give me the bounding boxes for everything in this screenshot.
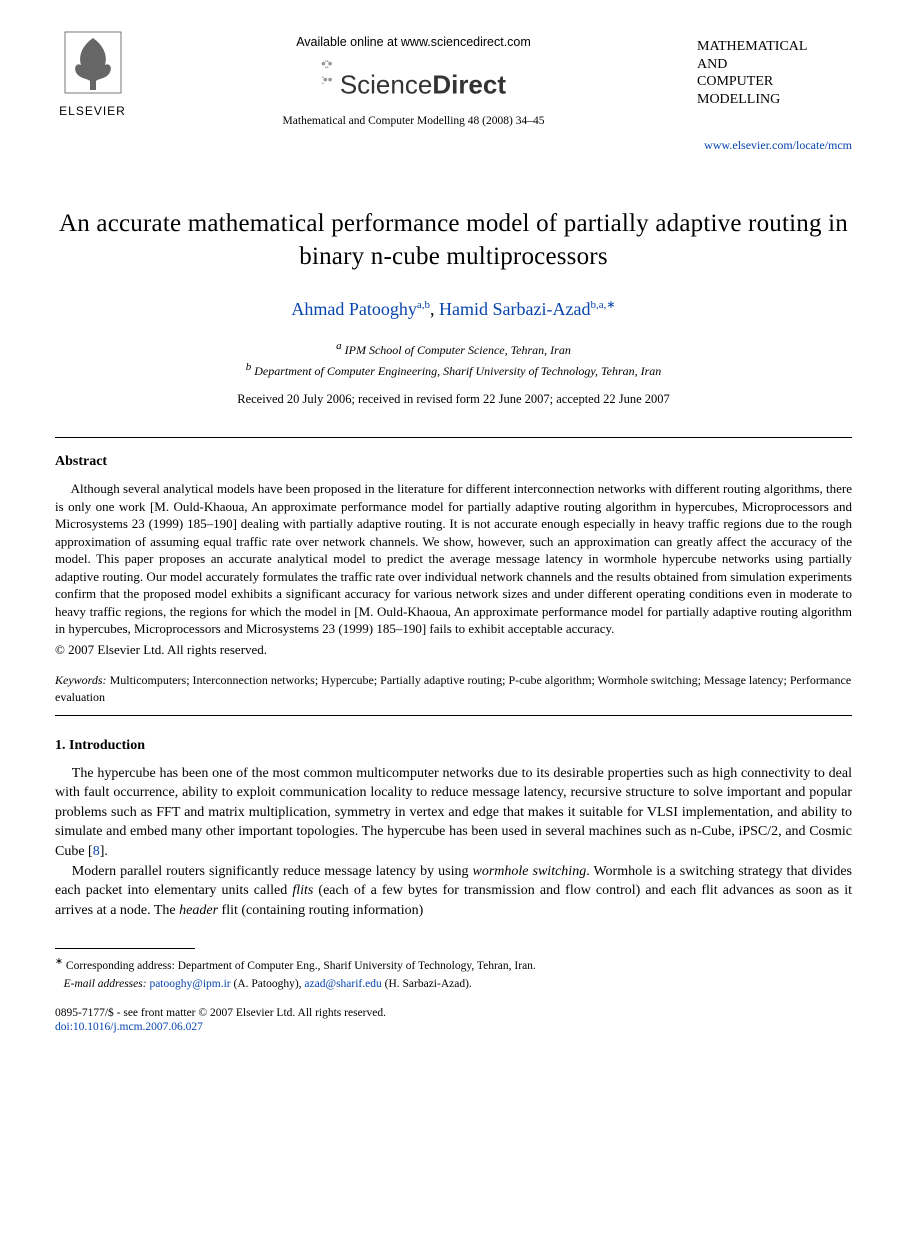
intro-paragraph-1: The hypercube has been one of the most c…: [55, 764, 852, 862]
corr-text: Corresponding address: Department of Com…: [66, 960, 536, 972]
author-2-link[interactable]: Hamid Sarbazi-Azad: [439, 299, 590, 319]
affiliation-a: a IPM School of Computer Science, Tehran…: [55, 338, 852, 359]
keywords-text: Multicomputers; Interconnection networks…: [55, 673, 851, 704]
author-2-affil-sup[interactable]: b,a,: [590, 299, 606, 311]
p2-italic-1: wormhole switching: [473, 864, 587, 879]
author-1-affil-sup[interactable]: a,b: [417, 299, 430, 311]
authors-line: Ahmad Patooghya,b, Hamid Sarbazi-Azadb,a…: [55, 298, 852, 320]
abstract-text: Although several analytical models have …: [55, 480, 852, 638]
header-center: Available online at www.sciencedirect.co…: [130, 30, 697, 127]
p1-text-a: The hypercube has been one of the most c…: [55, 766, 852, 859]
journal-line-3: COMPUTER: [697, 73, 852, 91]
affiliation-b-text: Department of Computer Engineering, Shar…: [254, 364, 661, 378]
sd-dots-icon: •::•:• •: [321, 55, 331, 87]
keywords-label: Keywords:: [55, 673, 107, 687]
affiliation-b: b Department of Computer Engineering, Sh…: [55, 359, 852, 380]
journal-line-1: MATHEMATICAL: [697, 38, 852, 56]
article-title: An accurate mathematical performance mod…: [55, 208, 852, 273]
doi-link[interactable]: doi:10.1016/j.mcm.2007.06.027: [55, 1021, 203, 1033]
author-1-link[interactable]: Ahmad Patooghy: [291, 299, 417, 319]
ref-8-link[interactable]: 8: [93, 844, 100, 859]
affiliation-a-text: IPM School of Computer Science, Tehran, …: [345, 343, 571, 357]
email-label: E-mail addresses:: [64, 978, 147, 990]
page-header: ELSEVIER Available online at www.science…: [55, 30, 852, 153]
affiliations: a IPM School of Computer Science, Tehran…: [55, 338, 852, 380]
section-1-heading: 1. Introduction: [55, 738, 852, 754]
intro-paragraph-2: Modern parallel routers significantly re…: [55, 862, 852, 921]
footnotes: ∗ Corresponding address: Department of C…: [55, 955, 852, 992]
email-2-who: (H. Sarbazi-Azad).: [382, 978, 472, 990]
elsevier-tree-icon: [63, 30, 123, 95]
rule-above-abstract: [55, 437, 852, 438]
section-1-body: The hypercube has been one of the most c…: [55, 764, 852, 921]
abstract-body: Although several analytical models have …: [55, 480, 852, 638]
sciencedirect-logo: •::•:• • ScienceDirect: [130, 55, 697, 101]
locate-link[interactable]: www.elsevier.com/locate/mcm: [697, 138, 852, 153]
corresponding-mark[interactable]: ∗: [606, 299, 615, 311]
p2-text-d: flit (containing routing information): [218, 903, 423, 918]
sd-text-light: Science: [340, 70, 433, 100]
abstract-heading: Abstract: [55, 454, 852, 470]
journal-line-4: MODELLING: [697, 91, 852, 109]
corresponding-footnote: ∗ Corresponding address: Department of C…: [55, 955, 852, 975]
elsevier-label: ELSEVIER: [55, 104, 130, 118]
p2-italic-2: flits: [292, 883, 313, 898]
keywords-block: Keywords: Multicomputers; Interconnectio…: [55, 672, 852, 707]
abstract-copyright: © 2007 Elsevier Ltd. All rights reserved…: [55, 642, 852, 658]
p2-text-a: Modern parallel routers significantly re…: [72, 864, 473, 879]
journal-line-2: AND: [697, 56, 852, 74]
journal-title-block: MATHEMATICAL AND COMPUTER MODELLING www.…: [697, 30, 852, 153]
email-1-who: (A. Patooghy),: [231, 978, 305, 990]
front-matter-line: 0895-7177/$ - see front matter © 2007 El…: [55, 1007, 852, 1019]
available-online-text: Available online at www.sciencedirect.co…: [130, 35, 697, 49]
email-footnote: E-mail addresses: patooghy@ipm.ir (A. Pa…: [55, 976, 852, 993]
email-2-link[interactable]: azad@sharif.edu: [304, 978, 381, 990]
article-dates: Received 20 July 2006; received in revis…: [55, 392, 852, 407]
elsevier-logo: ELSEVIER: [55, 30, 130, 118]
sd-text-bold: Direct: [432, 70, 506, 100]
email-1-link[interactable]: patooghy@ipm.ir: [149, 978, 230, 990]
rule-below-keywords: [55, 715, 852, 716]
p2-italic-3: header: [179, 903, 218, 918]
citation-line: Mathematical and Computer Modelling 48 (…: [130, 115, 697, 127]
p1-text-b: ].: [100, 844, 108, 859]
footnote-rule: [55, 948, 195, 949]
